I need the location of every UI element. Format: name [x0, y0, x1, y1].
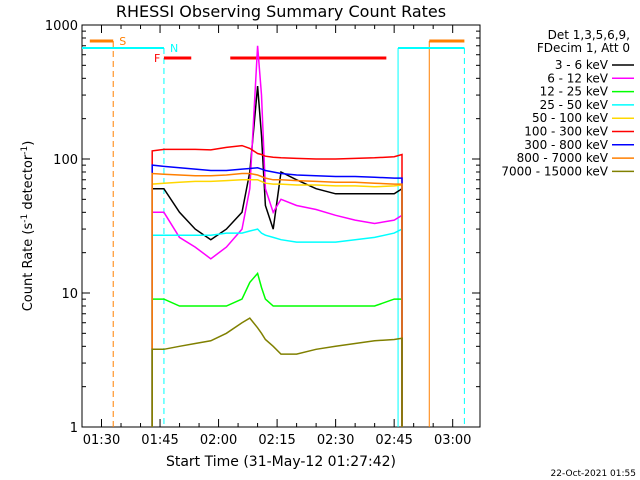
- legend-label: 300 - 800 keV: [524, 138, 608, 152]
- chart-title: RHESSI Observing Summary Count Rates: [116, 2, 446, 21]
- night-flag-label: N: [170, 42, 178, 55]
- x-tick-label: 01:30: [83, 433, 120, 448]
- y-axis-label-mid: detector: [21, 154, 36, 214]
- y-tick-label: 1: [70, 421, 78, 436]
- legend-label: 50 - 100 keV: [532, 111, 609, 125]
- y-tick-labels: 1 10 100 1000: [45, 19, 78, 436]
- axis-ticks: [82, 24, 480, 428]
- legend-label: 7000 - 15000 keV: [501, 164, 608, 178]
- x-tick-labels: 01:30 01:45 02:00 02:15 02:30 02:45 03:00: [83, 433, 472, 448]
- series-lines: [151, 45, 403, 427]
- y-axis-label-sup2: -1: [20, 146, 30, 155]
- y-tick-label: 100: [53, 153, 78, 168]
- y-axis-label: Count Rate (s-1 detector-1): [20, 141, 36, 312]
- series-line: [151, 172, 403, 427]
- series-line: [151, 86, 403, 427]
- x-tick-label: 03:00: [434, 433, 471, 448]
- series-line: [151, 271, 403, 427]
- legend-header-2: FDecim 1, Att 0: [537, 41, 630, 55]
- legend-label: 3 - 6 keV: [555, 58, 609, 72]
- legend-header-1: Det 1,3,5,6,9,: [548, 28, 630, 42]
- legend-label: 800 - 7000 keV: [517, 151, 609, 165]
- y-axis-label-end: ): [21, 141, 36, 146]
- series-line: [151, 317, 403, 427]
- saa-flag-label: S: [119, 35, 126, 48]
- status-markers: S NF: [82, 35, 465, 427]
- series-line: [151, 164, 403, 427]
- flare-flag-label: F: [154, 52, 160, 65]
- legend-label: 100 - 300 keV: [524, 125, 608, 139]
- footer-date: 22-Oct-2021 01:55: [551, 469, 636, 479]
- legend-label: 25 - 50 keV: [540, 98, 609, 112]
- y-tick-label: 1000: [45, 19, 78, 34]
- y-tick-label: 10: [61, 287, 78, 302]
- series-line: [151, 179, 403, 427]
- y-axis-label-main: Count Rate (s: [21, 223, 36, 312]
- x-tick-label: 02:30: [317, 433, 354, 448]
- series-line: [151, 144, 403, 427]
- plot-frame: [81, 24, 481, 428]
- y-axis-label-sup1: -1: [20, 214, 30, 223]
- legend-label: 6 - 12 keV: [547, 71, 609, 85]
- legend-label: 12 - 25 keV: [540, 85, 609, 99]
- x-tick-label: 02:00: [200, 433, 237, 448]
- x-tick-label: 02:15: [258, 433, 295, 448]
- x-axis-label: Start Time (31-May-12 01:27:42): [166, 454, 396, 470]
- series-line: [151, 227, 403, 427]
- x-tick-label: 01:45: [141, 433, 178, 448]
- series-line: [151, 45, 403, 427]
- x-tick-label: 02:45: [375, 433, 412, 448]
